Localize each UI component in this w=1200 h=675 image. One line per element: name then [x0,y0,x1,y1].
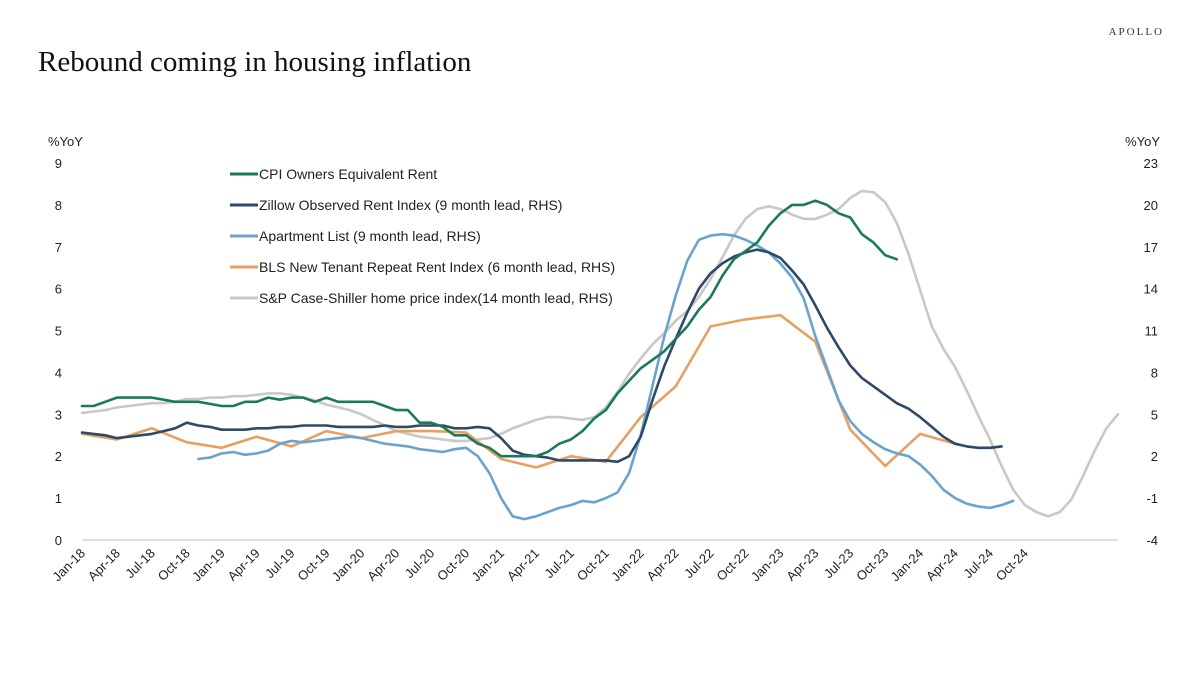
x-tick-label: Apr-23 [783,546,821,584]
y-left-tick-label: 3 [55,407,62,422]
x-tick-label: Jul-24 [960,546,996,582]
x-tick-label: Jul-23 [821,546,857,582]
x-tick-label: Jul-19 [262,546,298,582]
y-left-tick-label: 4 [55,365,62,380]
y-left-tick-label: 5 [55,324,62,339]
y-right-tick-label: 14 [1144,282,1158,297]
x-tick-label: Jul-21 [541,546,577,582]
y-left-tick-label: 2 [55,449,62,464]
y-right-tick-label: 20 [1144,198,1158,213]
y-right-tick-label: 11 [1145,324,1159,339]
x-tick-label: Jan-20 [329,546,368,585]
y-left-tick-label: 7 [55,240,62,255]
y-right-tick-label: 23 [1144,156,1158,171]
series-line-cpi [80,199,899,458]
x-tick-label: Jan-24 [888,546,927,585]
x-tick-label: Oct-19 [294,546,332,584]
y-right-axis: %YoY -4 -1 2 5 8 11 14 17 20 23 [1125,134,1160,548]
legend-label-cpi: CPI Owners Equivalent Rent [259,166,437,182]
x-tick-label: Apr-18 [85,546,123,584]
y-left-tick-label: 9 [55,156,62,171]
x-tick-label: Apr-19 [225,546,263,584]
y-right-tick-label: 5 [1151,407,1158,422]
y-left-tick-label: 1 [55,491,62,506]
y-right-tick-label: 17 [1144,240,1158,255]
y-right-tick-label: 2 [1151,449,1158,464]
series-layer [80,189,1120,521]
x-tick-label: Oct-24 [993,546,1031,584]
x-tick-label: Apr-22 [644,546,682,584]
series-line-caseshiller [80,189,1120,518]
x-tick-label: Jan-22 [608,546,647,585]
series-line-zillow [80,248,1003,464]
y-left-axis: %YoY 0 1 2 3 4 5 6 7 8 9 [48,134,83,548]
legend-label-zillow: Zillow Observed Rent Index (9 month lead… [259,197,562,213]
x-tick-label: Jul-22 [681,546,717,582]
x-tick-label: Oct-21 [574,546,612,584]
series-line-bls [80,313,957,469]
legend: CPI Owners Equivalent Rent Zillow Observe… [230,166,615,306]
y-right-unit-label: %YoY [1125,134,1160,149]
y-left-unit-label: %YoY [48,134,83,149]
x-tick-label: Jan-19 [189,546,228,585]
x-tick-label: Oct-20 [434,546,472,584]
brand-logo: APOLLO [1108,26,1164,38]
y-left-tick-label: 0 [55,533,62,548]
y-right-tick-label: -1 [1146,491,1158,506]
x-tick-label: Jan-21 [468,546,507,585]
x-tick-label: Oct-23 [853,546,891,584]
y-right-tick-label: -4 [1146,533,1158,548]
y-left-tick-label: 8 [55,198,62,213]
series-line-apartment [197,232,1015,521]
x-tick-label: Oct-18 [155,546,193,584]
x-tick-label: Jul-18 [122,546,158,582]
chart-title: Rebound coming in housing inflation [38,46,472,78]
y-left-tick-label: 6 [55,282,62,297]
x-tick-label: Jul-20 [402,546,438,582]
legend-label-caseshiller: S&P Case-Shiller home price index(14 mon… [259,290,613,306]
x-tick-label: Jan-18 [49,546,88,585]
x-tick-label: Apr-20 [364,546,402,584]
y-right-tick-label: 8 [1151,365,1158,380]
legend-label-apartment: Apartment List (9 month lead, RHS) [259,228,481,244]
x-tick-label: Jan-23 [748,546,787,585]
x-tick-label: Oct-22 [713,546,751,584]
x-tick-label: Apr-24 [923,546,961,584]
x-tick-label: Apr-21 [504,546,542,584]
legend-label-bls: BLS New Tenant Repeat Rent Index (6 mont… [259,259,615,275]
